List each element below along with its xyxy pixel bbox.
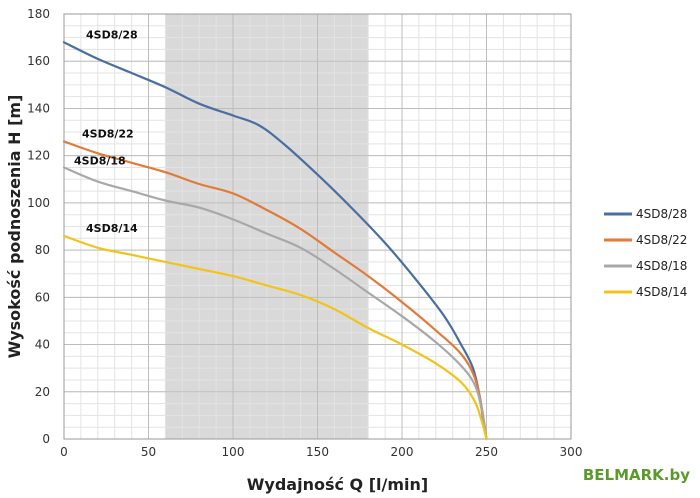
y-axis-ticks: 0 20 40 60 80 100 120 140 160 180 xyxy=(27,7,50,446)
y-axis-title: Wysokość podnoszenia H [m] xyxy=(5,95,24,359)
x-tick-label: 300 xyxy=(560,445,583,459)
series-line-4sd8-22 xyxy=(62,140,488,441)
series-label: 4SD8/22 xyxy=(82,128,134,141)
x-tick-label: 100 xyxy=(222,445,245,459)
y-tick-label: 120 xyxy=(27,149,50,163)
x-tick-label: 250 xyxy=(475,445,498,459)
legend-label: 4SD8/14 xyxy=(636,285,687,299)
x-axis-ticks: 0 50 100 150 200 250 300 xyxy=(60,445,582,459)
y-tick-label: 100 xyxy=(27,196,50,210)
watermark: BELMARK.by xyxy=(583,466,690,484)
legend-label: 4SD8/22 xyxy=(636,233,687,247)
series-label: 4SD8/18 xyxy=(74,154,126,167)
y-tick-label: 140 xyxy=(27,101,50,115)
legend: 4SD8/28 4SD8/22 4SD8/18 4SD8/14 xyxy=(604,207,687,299)
y-tick-label: 80 xyxy=(35,243,50,257)
y-tick-label: 160 xyxy=(27,54,50,68)
y-tick-label: 0 xyxy=(42,432,50,446)
plot-border xyxy=(63,13,572,440)
x-axis-title: Wydajność Q [l/min] xyxy=(247,475,428,494)
y-tick-label: 40 xyxy=(35,338,50,352)
x-tick-label: 0 xyxy=(60,445,68,459)
legend-label: 4SD8/18 xyxy=(636,259,687,273)
x-tick-label: 150 xyxy=(306,445,329,459)
series-label: 4SD8/14 xyxy=(86,222,138,235)
series-label: 4SD8/28 xyxy=(86,28,138,41)
legend-label: 4SD8/28 xyxy=(636,207,687,221)
x-tick-label: 50 xyxy=(141,445,156,459)
series-labels: 4SD8/28 4SD8/22 4SD8/18 4SD8/14 xyxy=(74,28,138,235)
series-line-4sd8-18 xyxy=(62,166,488,441)
series-lines xyxy=(62,41,488,441)
series-line-4sd8-14 xyxy=(62,234,488,441)
y-tick-label: 60 xyxy=(35,290,50,304)
x-tick-label: 200 xyxy=(391,445,414,459)
y-tick-label: 180 xyxy=(27,7,50,21)
y-tick-label: 20 xyxy=(35,385,50,399)
series-line-4sd8-28 xyxy=(62,41,488,441)
